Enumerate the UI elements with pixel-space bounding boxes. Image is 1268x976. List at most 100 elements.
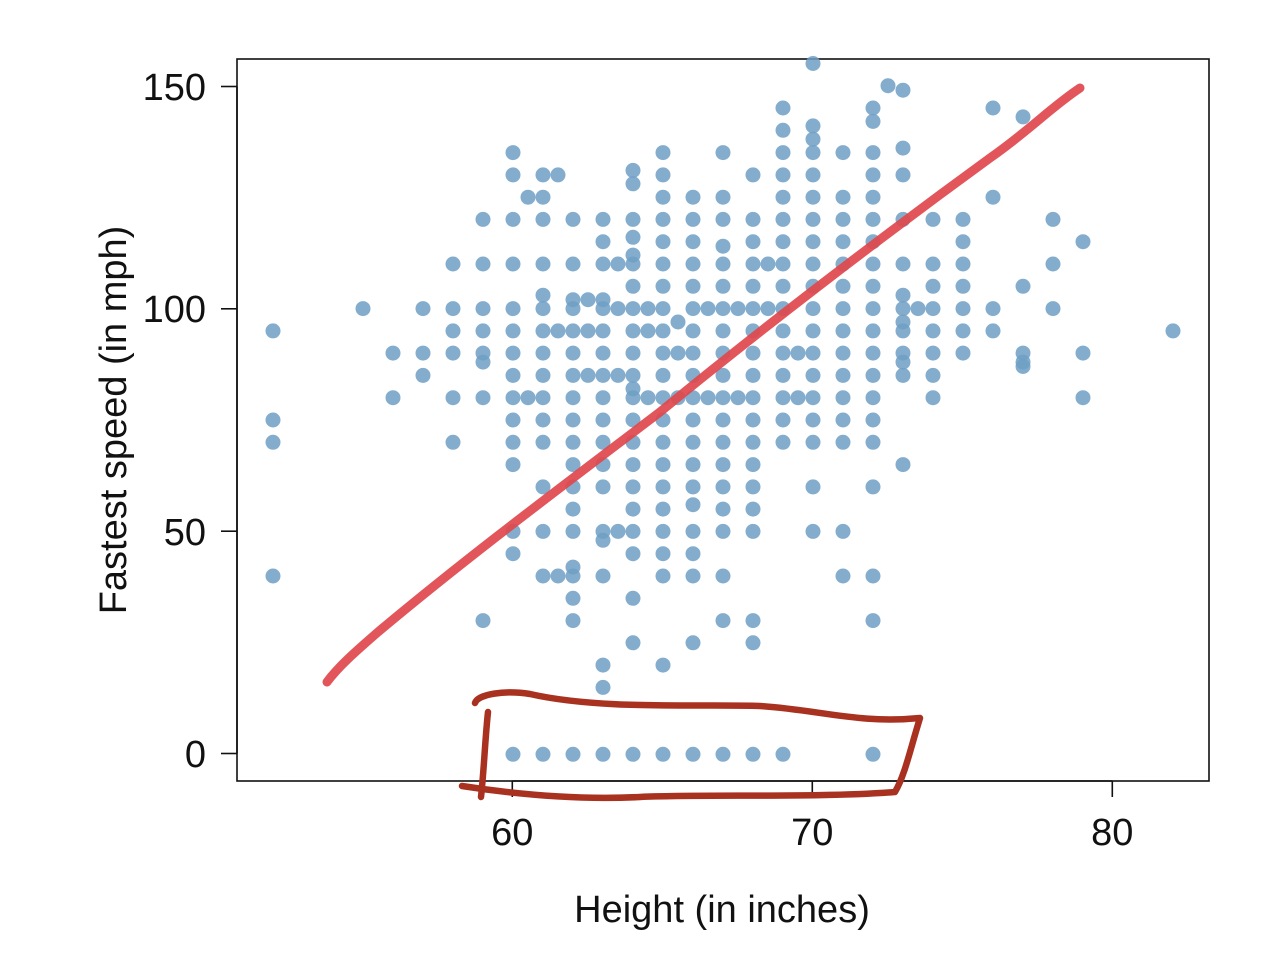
data-point-269 (836, 390, 851, 405)
data-point-299 (896, 257, 911, 272)
data-point-233 (776, 368, 791, 383)
data-point-145 (656, 457, 671, 472)
data-point-73 (566, 524, 581, 539)
data-point-193 (716, 502, 731, 517)
data-point-220 (761, 301, 776, 316)
data-point-175 (686, 747, 701, 762)
data-point-12 (446, 323, 461, 338)
data-point-133 (656, 190, 671, 205)
data-point-40 (521, 390, 536, 405)
data-point-243 (806, 145, 821, 160)
data-point-30 (506, 346, 521, 361)
data-point-146 (656, 479, 671, 494)
data-point-183 (716, 279, 731, 294)
data-point-196 (716, 613, 731, 628)
data-point-306 (896, 368, 911, 383)
data-point-138 (656, 301, 671, 316)
data-point-69 (566, 435, 581, 450)
data-point-191 (716, 457, 731, 472)
data-point-176 (701, 301, 716, 316)
data-point-29 (506, 323, 521, 338)
data-point-9 (416, 368, 431, 383)
data-point-97 (596, 569, 611, 584)
data-point-98 (596, 658, 611, 673)
data-point-13 (446, 346, 461, 361)
data-point-159 (686, 257, 701, 272)
data-point-223 (776, 145, 791, 160)
data-point-221 (776, 101, 791, 116)
data-point-37 (506, 546, 521, 561)
data-point-77 (566, 613, 581, 628)
data-point-111 (626, 279, 641, 294)
data-point-312 (926, 301, 941, 316)
data-point-198 (731, 301, 746, 316)
data-point-282 (866, 279, 881, 294)
data-point-317 (956, 212, 971, 227)
data-point-108 (626, 230, 641, 245)
data-point-136 (656, 257, 671, 272)
data-point-335 (1046, 301, 1061, 316)
data-point-318 (956, 234, 971, 249)
data-point-129 (641, 323, 656, 338)
data-point-137 (656, 279, 671, 294)
data-point-197 (716, 747, 731, 762)
data-point-174 (686, 635, 701, 650)
data-point-305 (896, 355, 911, 370)
data-point-122 (626, 502, 641, 517)
data-point-149 (656, 546, 671, 561)
data-point-152 (656, 747, 671, 762)
data-point-140 (656, 346, 671, 361)
data-point-292 (866, 613, 881, 628)
data-point-46 (536, 301, 551, 316)
data-point-139 (656, 323, 671, 338)
data-point-190 (716, 435, 731, 450)
data-point-204 (746, 279, 761, 294)
data-point-100 (596, 747, 611, 762)
data-point-172 (686, 546, 701, 561)
data-point-313 (926, 323, 941, 338)
data-point-229 (776, 279, 791, 294)
x-tick-label-60: 60 (491, 812, 533, 854)
data-point-17 (476, 257, 491, 272)
data-point-52 (536, 435, 551, 450)
data-point-276 (866, 145, 881, 160)
y-tick-label-50: 50 (164, 512, 206, 554)
data-point-82 (596, 212, 611, 227)
data-point-225 (776, 190, 791, 205)
data-point-132 (656, 167, 671, 182)
data-point-125 (626, 591, 641, 606)
data-point-308 (911, 301, 926, 316)
x-tick-label-70: 70 (791, 812, 833, 854)
data-point-179 (716, 190, 731, 205)
data-point-130 (641, 390, 656, 405)
data-point-315 (926, 368, 941, 383)
data-point-231 (776, 323, 791, 338)
data-point-6 (386, 390, 401, 405)
data-point-316 (926, 390, 941, 405)
data-point-323 (956, 346, 971, 361)
data-point-297 (896, 167, 911, 182)
data-point-39 (521, 190, 536, 205)
x-axis-title: Height (in inches) (574, 889, 870, 931)
data-point-267 (836, 346, 851, 361)
data-point-27 (506, 257, 521, 272)
data-point-83 (596, 234, 611, 249)
data-point-168 (686, 457, 701, 472)
data-point-55 (536, 569, 551, 584)
y-axis: 0 50 100 150 (143, 67, 237, 776)
data-point-239 (791, 390, 806, 405)
data-point-300 (896, 288, 911, 303)
data-point-246 (806, 212, 821, 227)
data-point-244 (806, 167, 821, 182)
data-point-287 (866, 390, 881, 405)
data-point-189 (716, 413, 731, 428)
data-point-338 (1076, 390, 1091, 405)
data-point-209 (746, 390, 761, 405)
data-point-128 (641, 301, 656, 316)
data-point-271 (836, 435, 851, 450)
data-point-48 (536, 346, 551, 361)
data-point-22 (476, 390, 491, 405)
data-point-275 (866, 114, 881, 129)
data-point-268 (836, 368, 851, 383)
